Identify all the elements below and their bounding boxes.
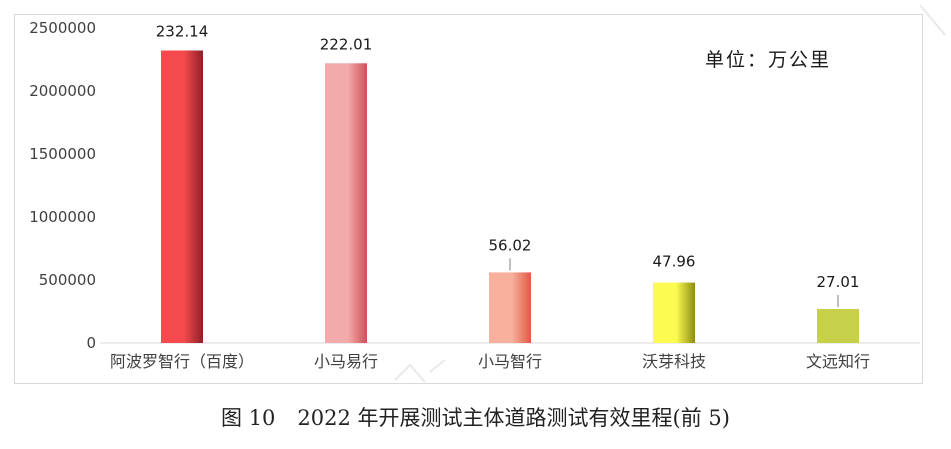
data-label: 222.01: [320, 35, 373, 53]
y-tick-label: 500000: [39, 271, 96, 289]
x-tick-label: 文远知行: [806, 352, 870, 371]
data-label: 27.01: [817, 273, 860, 291]
bar: [653, 282, 695, 343]
bar: [325, 63, 367, 344]
watermark: [394, 4, 946, 383]
data-label: 232.14: [156, 23, 209, 41]
y-tick-label: 1500000: [29, 145, 96, 163]
y-tick-label: 1000000: [29, 208, 96, 226]
x-tick-label: 小马智行: [478, 352, 542, 371]
bar: [161, 50, 203, 343]
figure-caption: 图 10 2022 年开展测试主体道路测试有效里程(前 5): [0, 402, 951, 432]
data-label: 47.96: [653, 253, 696, 271]
figure-title: 2022 年开展测试主体道路测试有效里程(前 5): [297, 406, 730, 430]
bar-chart: 0 500000 1000000 1500000 2000000 2500000 阿波罗智…: [29, 4, 946, 383]
x-tick-label: 阿波罗智行（百度）: [110, 352, 254, 371]
x-tick-label: 沃芽科技: [642, 352, 706, 371]
data-label: 56.02: [489, 236, 532, 254]
bar: [817, 308, 859, 343]
x-tick-label: 小马易行: [314, 352, 378, 371]
figure-number: 图 10: [221, 406, 276, 430]
y-tick-label: 2000000: [29, 82, 96, 100]
unit-note: 单位：万公里: [705, 49, 831, 71]
y-tick-label: 0: [86, 334, 96, 352]
bar: [489, 272, 531, 343]
y-tick-label: 2500000: [29, 19, 96, 37]
